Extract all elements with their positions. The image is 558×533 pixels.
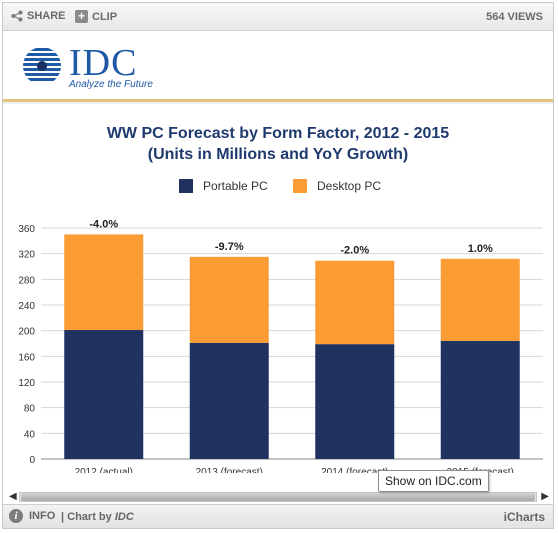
x-tick-label: 2013 (forecast) [196, 467, 263, 473]
bar-desktop [440, 258, 520, 341]
bar-portable [440, 340, 520, 459]
y-tick-label: 280 [18, 275, 35, 286]
bar-desktop [189, 256, 269, 343]
chart-by-brand: IDC [114, 511, 134, 523]
growth-label: 1.0% [468, 243, 493, 255]
scroll-right-icon[interactable]: ▶ [541, 491, 549, 502]
y-tick-label: 40 [24, 429, 36, 440]
clip-button[interactable]: + CLIP [75, 10, 117, 23]
views-count: 564 VIEWS [486, 11, 543, 23]
share-icon [11, 10, 23, 22]
clip-label: CLIP [92, 10, 118, 23]
footer: i INFO | Chart by IDC iCharts [3, 504, 553, 528]
bar-portable [64, 330, 144, 459]
header-divider-shadow [3, 102, 553, 104]
x-tick-label: 2014 (forecast) [321, 467, 388, 473]
y-tick-label: 120 [18, 378, 35, 389]
chart-plot: 0 40 80 120 160 200 240 280 320 360 -4.0% 2012 (act… [18, 218, 543, 473]
y-tick-label: 0 [29, 455, 35, 466]
legend-swatch-portable [179, 179, 193, 193]
chart-by-label: | Chart by [61, 511, 112, 523]
legend-item-portable[interactable]: Portable PC [179, 179, 268, 193]
idc-globe-icon [23, 48, 61, 81]
bar-portable [315, 344, 395, 459]
logo-tagline: Analyze the Future [69, 79, 153, 90]
bar-desktop [315, 260, 395, 345]
info-label: INFO [29, 510, 56, 522]
header: IDC Analyze the Future [3, 31, 553, 104]
header-divider [3, 99, 553, 102]
y-tick-label: 80 [24, 404, 36, 415]
legend: Portable PC Desktop PC [3, 179, 553, 199]
chart-title-line1: WW PC Forecast by Form Factor, 2012 - 20… [106, 125, 450, 142]
x-tick-label: 2012 (actual) [75, 467, 133, 473]
legend-label-portable: Portable PC [203, 179, 268, 193]
growth-label: -9.7% [215, 241, 244, 253]
horizontal-scrollbar[interactable]: ◀ ▶ [9, 490, 549, 504]
chart-widget: SHARE + CLIP 564 VIEWS [2, 2, 554, 529]
info-button[interactable]: i INFO [9, 509, 55, 523]
scroll-left-icon[interactable]: ◀ [9, 491, 17, 502]
show-on-idc-tooltip[interactable]: Show on IDC.com [378, 470, 489, 492]
legend-swatch-desktop [293, 179, 307, 193]
y-tick-label: 360 [18, 224, 35, 235]
icharts-link[interactable]: iCharts [503, 510, 545, 524]
bar-desktop [64, 234, 144, 331]
legend-item-desktop[interactable]: Desktop PC [293, 179, 381, 193]
chart-title: WW PC Forecast by Form Factor, 2012 - 20… [3, 123, 553, 165]
scroll-thumb[interactable] [21, 493, 535, 501]
top-toolbar: SHARE + CLIP 564 VIEWS [3, 3, 553, 31]
info-icon: i [9, 509, 23, 523]
y-tick-label: 200 [18, 327, 35, 338]
plus-icon: + [75, 10, 88, 23]
logo-text: IDC [69, 42, 138, 84]
growth-label: -2.0% [340, 245, 369, 257]
growth-label: -4.0% [89, 218, 118, 230]
y-tick-label: 320 [18, 250, 35, 261]
y-tick-label: 160 [18, 352, 35, 363]
share-label: SHARE [27, 10, 66, 22]
chart-title-line2: (Units in Millions and YoY Growth) [147, 146, 409, 163]
bar-portable [189, 342, 269, 459]
share-button[interactable]: SHARE [11, 10, 66, 22]
chart-by[interactable]: | Chart by IDC [61, 511, 134, 523]
legend-label-desktop: Desktop PC [317, 179, 382, 193]
idc-logo: IDC Analyze the Future [19, 42, 153, 91]
y-tick-label: 240 [18, 301, 35, 312]
